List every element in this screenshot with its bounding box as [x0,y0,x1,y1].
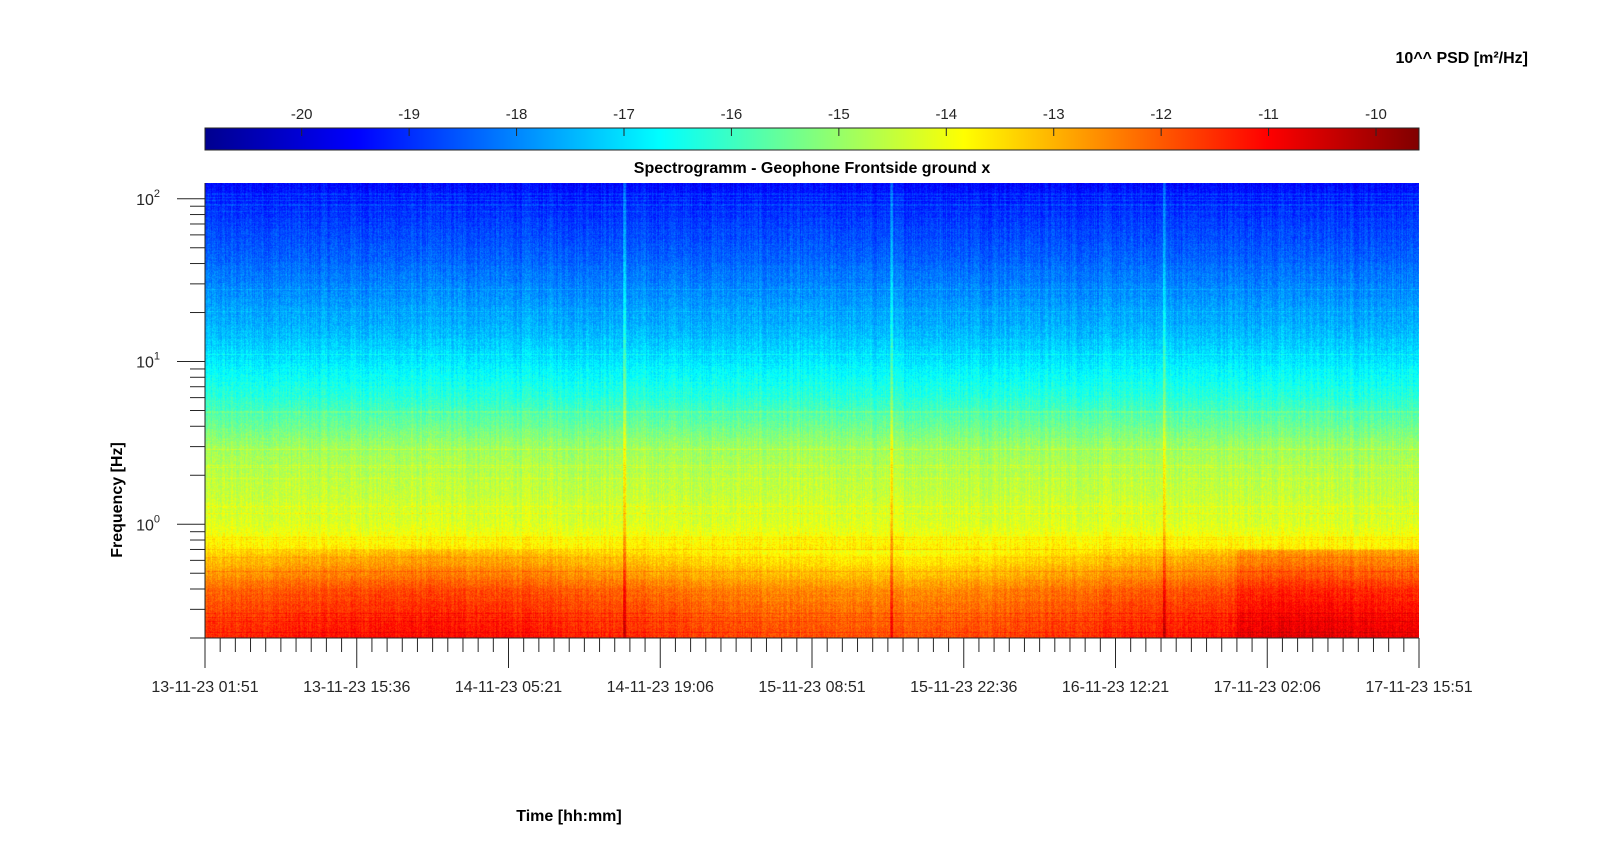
colorbar-tick-label: -11 [1258,106,1279,123]
colorbar-tick-label: -19 [398,106,420,123]
colorbar [204,127,1420,151]
y-tick-label: 100 [136,513,160,534]
colorbar-tick-label: -14 [935,106,957,123]
colorbar-label: 10^^ PSD [m²/Hz] [1396,50,1528,67]
y-axis-label: Frequency [Hz] [109,442,126,558]
x-tick-label: 15-11-23 08:51 [758,679,865,696]
x-axis-label: Time [hh:mm] [516,808,621,825]
chart-title: Spectrogramm - Geophone Frontside ground… [634,160,991,177]
colorbar-tick-label: -12 [1150,106,1172,123]
colorbar-tick-label: -18 [506,106,528,123]
colorbar-ticks: -20 -19 -18 -17 -16 -15 -14 -13 -12 -11 -10 [291,106,1387,136]
colorbar-tick-label: -17 [613,106,635,123]
x-tick-label: 17-11-23 15:51 [1365,679,1472,696]
x-tick-label: 13-11-23 01:51 [151,679,258,696]
y-axis-ticks: 100 101 102 [136,188,205,639]
x-tick-label: 17-11-23 02:06 [1214,679,1321,696]
y-tick-label: 102 [136,188,160,209]
colorbar-tick-label: -10 [1365,106,1387,123]
y-tick-label: 101 [136,351,160,372]
x-tick-label: 15-11-23 22:36 [910,679,1017,696]
x-tick-label: 14-11-23 19:06 [607,679,714,696]
colorbar-tick-label: -15 [828,106,850,123]
x-tick-label: 14-11-23 05:21 [455,679,562,696]
spectrogram-heatmap [205,183,1419,638]
colorbar-tick-label: -16 [721,106,743,123]
colorbar-tick-label: -13 [1043,106,1065,123]
x-tick-label: 13-11-23 15:36 [303,679,410,696]
x-axis-ticks: 13-11-23 01:51 13-11-23 15:36 14-11-23 05:… [151,638,1473,696]
x-tick-label: 16-11-23 12:21 [1062,679,1169,696]
colorbar-tick-label: -20 [291,106,313,123]
